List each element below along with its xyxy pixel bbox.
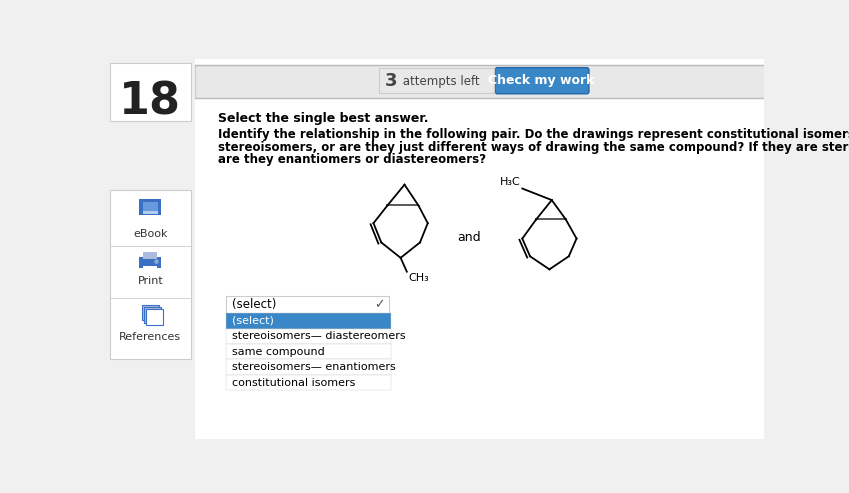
FancyBboxPatch shape: [143, 266, 157, 271]
Text: ✓: ✓: [374, 298, 385, 311]
FancyBboxPatch shape: [379, 69, 493, 93]
Text: Identify the relationship in the following pair. Do the drawings represent const: Identify the relationship in the followi…: [218, 129, 849, 141]
FancyBboxPatch shape: [144, 307, 161, 322]
Text: constitutional isomers: constitutional isomers: [233, 378, 356, 387]
Text: stereoisomers— diastereomers: stereoisomers— diastereomers: [233, 331, 406, 341]
Text: attempts left: attempts left: [399, 75, 480, 88]
FancyBboxPatch shape: [143, 202, 158, 214]
Circle shape: [155, 260, 158, 263]
Text: eBook: eBook: [133, 229, 167, 239]
FancyBboxPatch shape: [495, 68, 589, 94]
FancyBboxPatch shape: [226, 329, 391, 344]
Text: Check my work: Check my work: [488, 74, 595, 87]
Text: same compound: same compound: [233, 347, 325, 357]
FancyBboxPatch shape: [110, 63, 191, 121]
Text: and: and: [457, 231, 481, 245]
FancyBboxPatch shape: [226, 296, 389, 313]
Text: stereoisomers, or are they just different ways of drawing the same compound? If : stereoisomers, or are they just differen…: [218, 141, 849, 154]
Text: References: References: [119, 332, 182, 342]
FancyBboxPatch shape: [226, 375, 391, 390]
Text: are they enantiomers or diastereomers?: are they enantiomers or diastereomers?: [218, 153, 486, 166]
FancyBboxPatch shape: [195, 65, 764, 98]
Text: Print: Print: [138, 276, 163, 286]
FancyBboxPatch shape: [143, 211, 158, 214]
FancyBboxPatch shape: [226, 359, 391, 375]
FancyBboxPatch shape: [146, 310, 164, 325]
Text: (select): (select): [233, 298, 277, 311]
Text: 18: 18: [120, 80, 182, 123]
Text: Select the single best answer.: Select the single best answer.: [218, 111, 429, 125]
FancyBboxPatch shape: [195, 59, 764, 439]
FancyBboxPatch shape: [143, 252, 157, 259]
Text: stereoisomers— enantiomers: stereoisomers— enantiomers: [233, 362, 396, 372]
Text: 3: 3: [385, 72, 397, 91]
FancyBboxPatch shape: [142, 305, 159, 320]
Text: H₃C: H₃C: [500, 177, 520, 187]
FancyBboxPatch shape: [226, 313, 391, 329]
Text: CH₃: CH₃: [408, 273, 429, 283]
FancyBboxPatch shape: [139, 199, 161, 215]
FancyBboxPatch shape: [139, 257, 161, 268]
FancyBboxPatch shape: [226, 344, 391, 359]
FancyBboxPatch shape: [110, 190, 191, 359]
Text: (select): (select): [233, 316, 274, 326]
